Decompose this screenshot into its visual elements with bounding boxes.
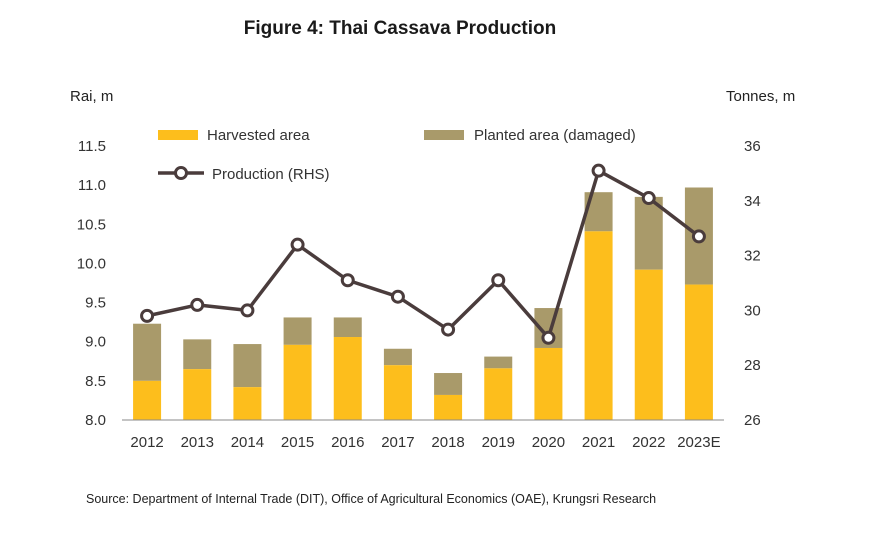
- production-point-2018: [441, 322, 456, 337]
- y2-tick-label: 26: [744, 412, 761, 429]
- bar-harvested-2019: [484, 368, 513, 420]
- production-point-2022: [641, 191, 656, 206]
- production-point-2013: [190, 297, 205, 312]
- y-tick-label: 9.0: [85, 334, 106, 351]
- x-tick-label: 2017: [381, 434, 414, 451]
- bar-planted-2014: [233, 344, 262, 388]
- bar-planted-2016: [333, 317, 362, 338]
- y-tick-label: 9.5: [85, 295, 106, 312]
- x-tick-label: 2013: [181, 434, 214, 451]
- y-tick-label: 11.0: [78, 177, 106, 194]
- y2-tick-label: 34: [744, 193, 761, 210]
- y-tick-label: 8.5: [85, 373, 106, 390]
- bar-harvested-2023E: [684, 284, 713, 420]
- production-line: [146, 168, 700, 340]
- production-point-2015: [290, 237, 305, 252]
- bar-harvested-2021: [584, 231, 613, 420]
- right-axis-unit: Tonnes, m: [726, 88, 796, 105]
- bar-harvested-2018: [434, 394, 463, 420]
- legend-swatch-harvested: [158, 130, 198, 140]
- bar-planted-2013: [183, 339, 212, 370]
- y2-tick-label: 36: [744, 138, 761, 155]
- x-tick-label: 2022: [632, 434, 665, 451]
- legend-label-harvested: Harvested area: [207, 127, 310, 144]
- x-tick-label: 2023E: [677, 434, 720, 451]
- production-point-2016: [340, 273, 355, 288]
- bar-harvested-2013: [183, 369, 212, 420]
- production-point-2021: [591, 163, 606, 178]
- legend-label-planted: Planted area (damaged): [474, 127, 636, 144]
- bar-harvested-2017: [383, 365, 412, 420]
- x-tick-label: 2015: [281, 434, 314, 451]
- bar-planted-2022: [634, 196, 663, 270]
- production-point-2020: [541, 330, 556, 345]
- bar-planted-2015: [283, 317, 312, 345]
- chart-title: Figure 4: Thai Cassava Production: [243, 18, 557, 39]
- y-tick-label: 10.0: [77, 255, 106, 272]
- bar-planted-2019: [484, 356, 513, 369]
- bar-planted-2017: [383, 348, 412, 366]
- x-tick-label: 2019: [482, 434, 515, 451]
- production-point-2014: [240, 303, 255, 318]
- legend-swatch-planted: [424, 130, 464, 140]
- left-axis-unit: Rai, m: [70, 88, 114, 105]
- x-tick-label: 2018: [431, 434, 464, 451]
- y-tick-label: 10.5: [77, 216, 106, 233]
- production-point-2019: [491, 273, 506, 288]
- source-note: Source: Department of Internal Trade (DI…: [86, 492, 657, 506]
- production-point-2012: [140, 308, 155, 323]
- bar-harvested-2012: [133, 380, 162, 420]
- y2-tick-label: 28: [744, 357, 761, 374]
- y2-tick-label: 30: [744, 302, 761, 319]
- x-tick-label: 2021: [582, 434, 615, 451]
- x-tick-label: 2020: [532, 434, 565, 451]
- legend-label-production: Production (RHS): [212, 166, 330, 183]
- y-tick-label: 11.5: [78, 138, 106, 155]
- production-point-2017: [390, 289, 405, 304]
- x-tick-label: 2016: [331, 434, 364, 451]
- bar-harvested-2015: [283, 344, 312, 420]
- bar-planted-2018: [434, 373, 463, 395]
- bar-harvested-2020: [534, 347, 563, 420]
- bar-planted-2012: [133, 323, 162, 381]
- bar-harvested-2016: [333, 337, 362, 420]
- bar-harvested-2014: [233, 387, 262, 420]
- bar-harvested-2022: [634, 269, 663, 420]
- legend-marker-production: [174, 166, 188, 180]
- y2-tick-label: 32: [744, 248, 761, 265]
- production-point-2023E: [691, 229, 706, 244]
- x-tick-label: 2014: [231, 434, 264, 451]
- x-tick-label: 2012: [130, 434, 163, 451]
- y-tick-label: 8.0: [85, 412, 106, 429]
